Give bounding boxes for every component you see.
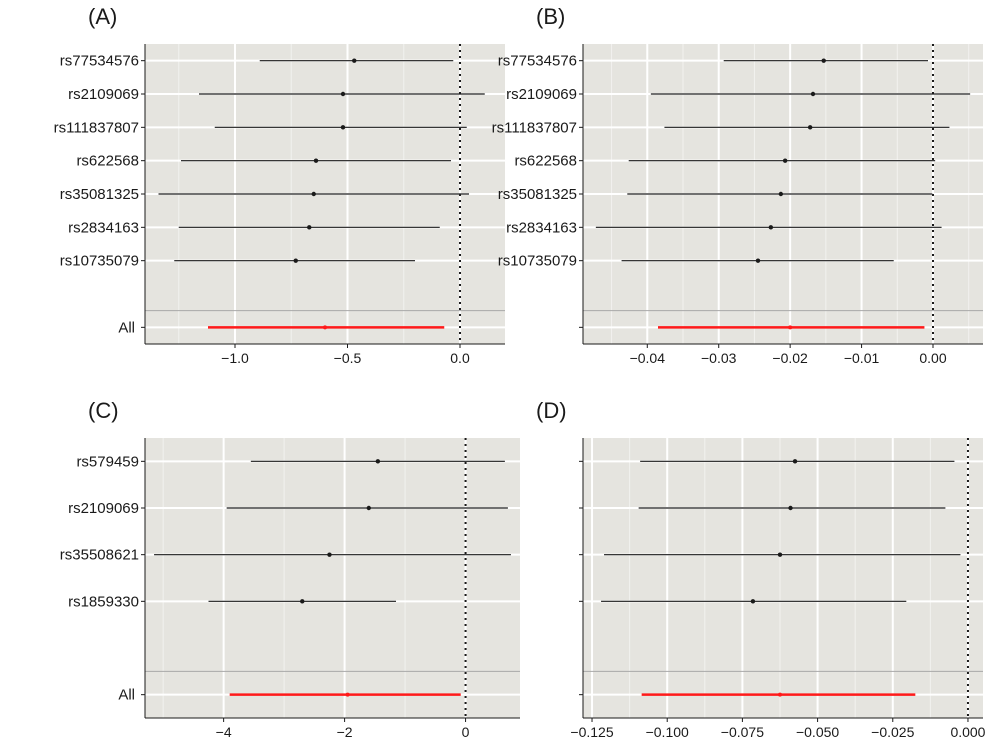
x-tick-label: 0.000: [950, 724, 985, 740]
summary-label: All: [118, 319, 135, 336]
snp-estimate-point: [366, 505, 371, 511]
panel-label: (D): [536, 398, 567, 423]
snp-label: rs2109069: [68, 86, 139, 103]
snp-estimate-point: [340, 91, 346, 97]
snp-estimate-point: [777, 552, 783, 557]
snp-label: rs35508621: [60, 547, 139, 564]
snp-label: rs10735079: [60, 253, 139, 270]
summary-estimate-point: [777, 692, 782, 697]
snp-label: rs111837807: [54, 119, 139, 136]
snp-estimate-point: [352, 58, 357, 63]
x-tick-label: −0.050: [796, 724, 839, 740]
x-tick-label: −0.125: [570, 724, 613, 740]
snp-estimate-point: [340, 125, 346, 130]
x-tick-label: −0.04: [630, 350, 666, 366]
x-tick-label: −0.5: [334, 350, 362, 366]
snp-estimate-point: [293, 258, 298, 263]
panel-c: rs579459 rs2109069 rs35508621 rs1859330 All −…: [60, 398, 520, 740]
snp-estimate-point: [788, 505, 793, 511]
snp-estimate-point: [807, 125, 813, 130]
panel-label: (C): [88, 398, 119, 423]
summary-estimate-point: [345, 692, 350, 697]
snp-estimate-point: [750, 599, 756, 604]
snp-estimate-point: [375, 459, 381, 464]
x-tick-label: −0.02: [772, 350, 808, 366]
snp-estimate-point: [300, 599, 305, 604]
snp-label: rs2834163: [68, 219, 139, 236]
x-tick-label: −0.03: [701, 350, 737, 366]
snp-label: rs111837807: [492, 119, 577, 136]
x-tick-label: −1.0: [221, 350, 249, 366]
snp-label: rs622568: [514, 153, 577, 170]
plot-background: [145, 438, 520, 718]
snp-estimate-point: [792, 459, 798, 464]
snp-label: rs579459: [76, 453, 139, 470]
snp-label: rs35081325: [498, 186, 577, 203]
x-tick-label: 0.0: [450, 350, 470, 366]
summary-estimate-point: [323, 325, 327, 330]
panel-a: rs77534576 rs2109069 rs111837807 rs622568 rs…: [54, 4, 505, 366]
snp-label: rs35081325: [60, 186, 139, 203]
snp-estimate-point: [821, 58, 826, 63]
snp-estimate-point: [782, 158, 788, 163]
x-tick-label: 0.00: [919, 350, 946, 366]
panel-label: (A): [88, 4, 117, 29]
snp-estimate-point: [755, 258, 761, 263]
snp-estimate-point: [327, 552, 332, 557]
snp-estimate-point: [778, 191, 784, 197]
panel-b: rs77534576 rs2109069 rs111837807 rs622568 rs…: [492, 4, 983, 366]
panel-d: −0.125 −0.100 −0.075 −0.050 −0.025 0.000 (D): [536, 398, 986, 740]
snp-estimate-point: [307, 225, 312, 230]
x-tick-label: −0.01: [844, 350, 880, 366]
summary-label: All: [118, 687, 135, 704]
snp-label: rs2109069: [68, 500, 139, 517]
snp-label: rs77534576: [498, 53, 577, 70]
snp-label: rs2834163: [506, 219, 577, 236]
x-tick-label: −2: [337, 724, 353, 740]
x-tick-label: 0: [462, 724, 470, 740]
snp-estimate-point: [810, 91, 816, 97]
summary-estimate-point: [788, 325, 793, 330]
snp-estimate-point: [313, 158, 319, 163]
snp-label: rs77534576: [60, 53, 139, 70]
snp-label: rs622568: [76, 153, 139, 170]
snp-label: rs10735079: [498, 253, 577, 270]
plot-background: [583, 438, 983, 718]
snp-estimate-point: [768, 225, 774, 230]
snp-label: rs1859330: [68, 593, 139, 610]
x-tick-label: −0.075: [721, 724, 764, 740]
panel-label: (B): [536, 4, 565, 29]
snp-label: rs2109069: [506, 86, 577, 103]
x-tick-label: −0.100: [646, 724, 689, 740]
x-tick-label: −4: [216, 724, 232, 740]
snp-estimate-point: [311, 191, 316, 197]
x-tick-label: −0.025: [871, 724, 914, 740]
